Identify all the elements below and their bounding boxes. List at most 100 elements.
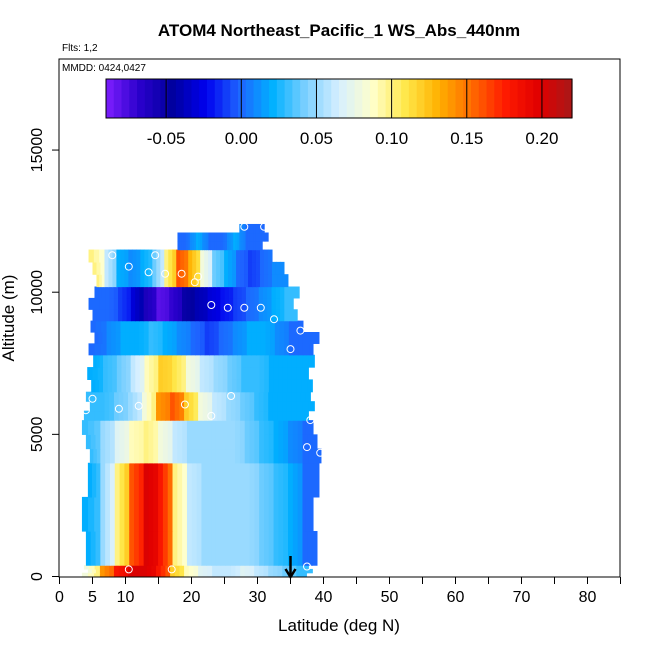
- heatmap-cell: [156, 410, 162, 421]
- heatmap-cell: [220, 531, 227, 566]
- heatmap-cell: [144, 354, 150, 368]
- heatmap-cell: [190, 379, 196, 393]
- heatmap-cell: [174, 410, 180, 421]
- heatmap-cell: [167, 332, 173, 344]
- heatmap-cell: [204, 320, 210, 333]
- heatmap-cell: [278, 434, 284, 450]
- heatmap-cell: [220, 448, 227, 464]
- heatmap-cell: [302, 496, 307, 532]
- heatmap-cell: [258, 286, 264, 299]
- heatmap-cell: [288, 320, 295, 333]
- heatmap-cell: [230, 496, 236, 532]
- heatmap-cell: [297, 420, 304, 435]
- heatmap-cell: [233, 241, 236, 251]
- sample-point: [296, 326, 305, 335]
- heatmap-cell: [216, 568, 223, 574]
- heatmap-cell: [174, 391, 180, 402]
- heatmap-cell: [225, 496, 231, 532]
- heatmap-cell: [278, 354, 284, 368]
- heatmap-cell: [287, 367, 293, 380]
- heatmap-cell: [300, 410, 305, 421]
- heatmap-cell: [302, 531, 308, 566]
- heatmap-cell: [165, 565, 171, 570]
- heatmap-cell: [223, 332, 229, 344]
- heatmap-cell: [134, 320, 140, 333]
- heatmap-cell: [282, 572, 288, 578]
- heatmap-cell: [85, 531, 92, 566]
- heatmap-cell: [128, 261, 133, 275]
- heatmap-cell: [196, 232, 199, 242]
- heatmap-cell: [278, 462, 284, 498]
- heatmap-cell: [174, 572, 180, 578]
- heatmap-cell: [293, 320, 299, 333]
- heatmap-cell: [96, 448, 101, 464]
- heatmap-cell: [255, 274, 261, 288]
- dates-note: MMDD: 0424,0427: [62, 63, 146, 74]
- heatmap-cell: [106, 332, 112, 344]
- heatmap-cell: [257, 232, 262, 242]
- heatmap-cell: [190, 354, 196, 368]
- heatmap-cell: [196, 448, 202, 464]
- x-tick-label: 5: [88, 589, 97, 606]
- heatmap-cell: [272, 410, 279, 421]
- colorbar-swatch: [346, 79, 356, 118]
- heatmap-cell: [100, 448, 106, 464]
- heatmap-cell: [216, 274, 221, 288]
- heatmap-cell: [174, 568, 180, 574]
- heatmap-cell: [109, 286, 115, 299]
- heatmap-cell: [216, 261, 221, 275]
- heatmap-cell: [124, 448, 130, 464]
- colorbar-swatch: [206, 79, 216, 118]
- heatmap-cell: [132, 565, 138, 570]
- heatmap-cell: [240, 274, 245, 288]
- heatmap-cell: [182, 531, 188, 566]
- heatmap-cell: [105, 448, 111, 464]
- heatmap-cell: [135, 354, 141, 368]
- colorbar-swatch: [564, 79, 573, 118]
- heatmap-cell: [220, 434, 227, 450]
- heatmap-cell: [139, 343, 145, 356]
- heatmap-cell: [177, 462, 183, 498]
- heatmap-cell: [109, 572, 115, 578]
- heatmap-cell: [235, 462, 241, 498]
- heatmap-cell: [177, 241, 181, 251]
- heatmap-cell: [179, 568, 185, 574]
- heatmap-cell: [260, 320, 267, 333]
- heatmap-cell: [298, 332, 304, 344]
- heatmap-cell: [291, 410, 297, 421]
- heatmap-cell: [245, 241, 249, 251]
- heatmap-cell: [119, 531, 125, 566]
- heatmap-cell: [250, 379, 256, 393]
- heatmap-cell: [263, 572, 269, 578]
- heatmap-cell: [87, 572, 95, 578]
- heatmap-cell: [259, 379, 265, 393]
- colorbar-swatch: [548, 79, 558, 118]
- heatmap-cell: [99, 568, 106, 574]
- heatmap-cell: [291, 354, 298, 368]
- heatmap-cell: [237, 309, 243, 322]
- colorbar-swatch: [261, 79, 270, 118]
- heatmap-cell: [95, 568, 101, 574]
- sample-point: [88, 394, 97, 403]
- colorbar-swatch: [486, 79, 495, 118]
- heatmap-cell: [258, 565, 265, 570]
- heatmap-cell: [259, 531, 265, 566]
- heatmap-cell: [97, 367, 104, 380]
- sample-points: [81, 222, 325, 574]
- heatmap-cell: [223, 320, 229, 333]
- heatmap-cell: [120, 249, 125, 263]
- heatmap-cell: [239, 241, 243, 251]
- heatmap-cell: [114, 462, 121, 498]
- heatmap-cell: [206, 531, 212, 566]
- heatmap-cell: [98, 332, 104, 344]
- colorbar-swatch: [424, 79, 433, 118]
- heatmap-cell: [244, 462, 251, 498]
- heatmap-cell: [138, 531, 145, 566]
- heatmap-cell: [228, 309, 234, 322]
- heatmap-cell: [148, 434, 154, 450]
- heatmap-cell: [212, 232, 216, 242]
- heatmap-cell: [265, 343, 271, 356]
- heatmap-cell: [127, 565, 134, 570]
- heatmap-cell: [271, 261, 277, 275]
- heatmap-cell: [195, 379, 201, 393]
